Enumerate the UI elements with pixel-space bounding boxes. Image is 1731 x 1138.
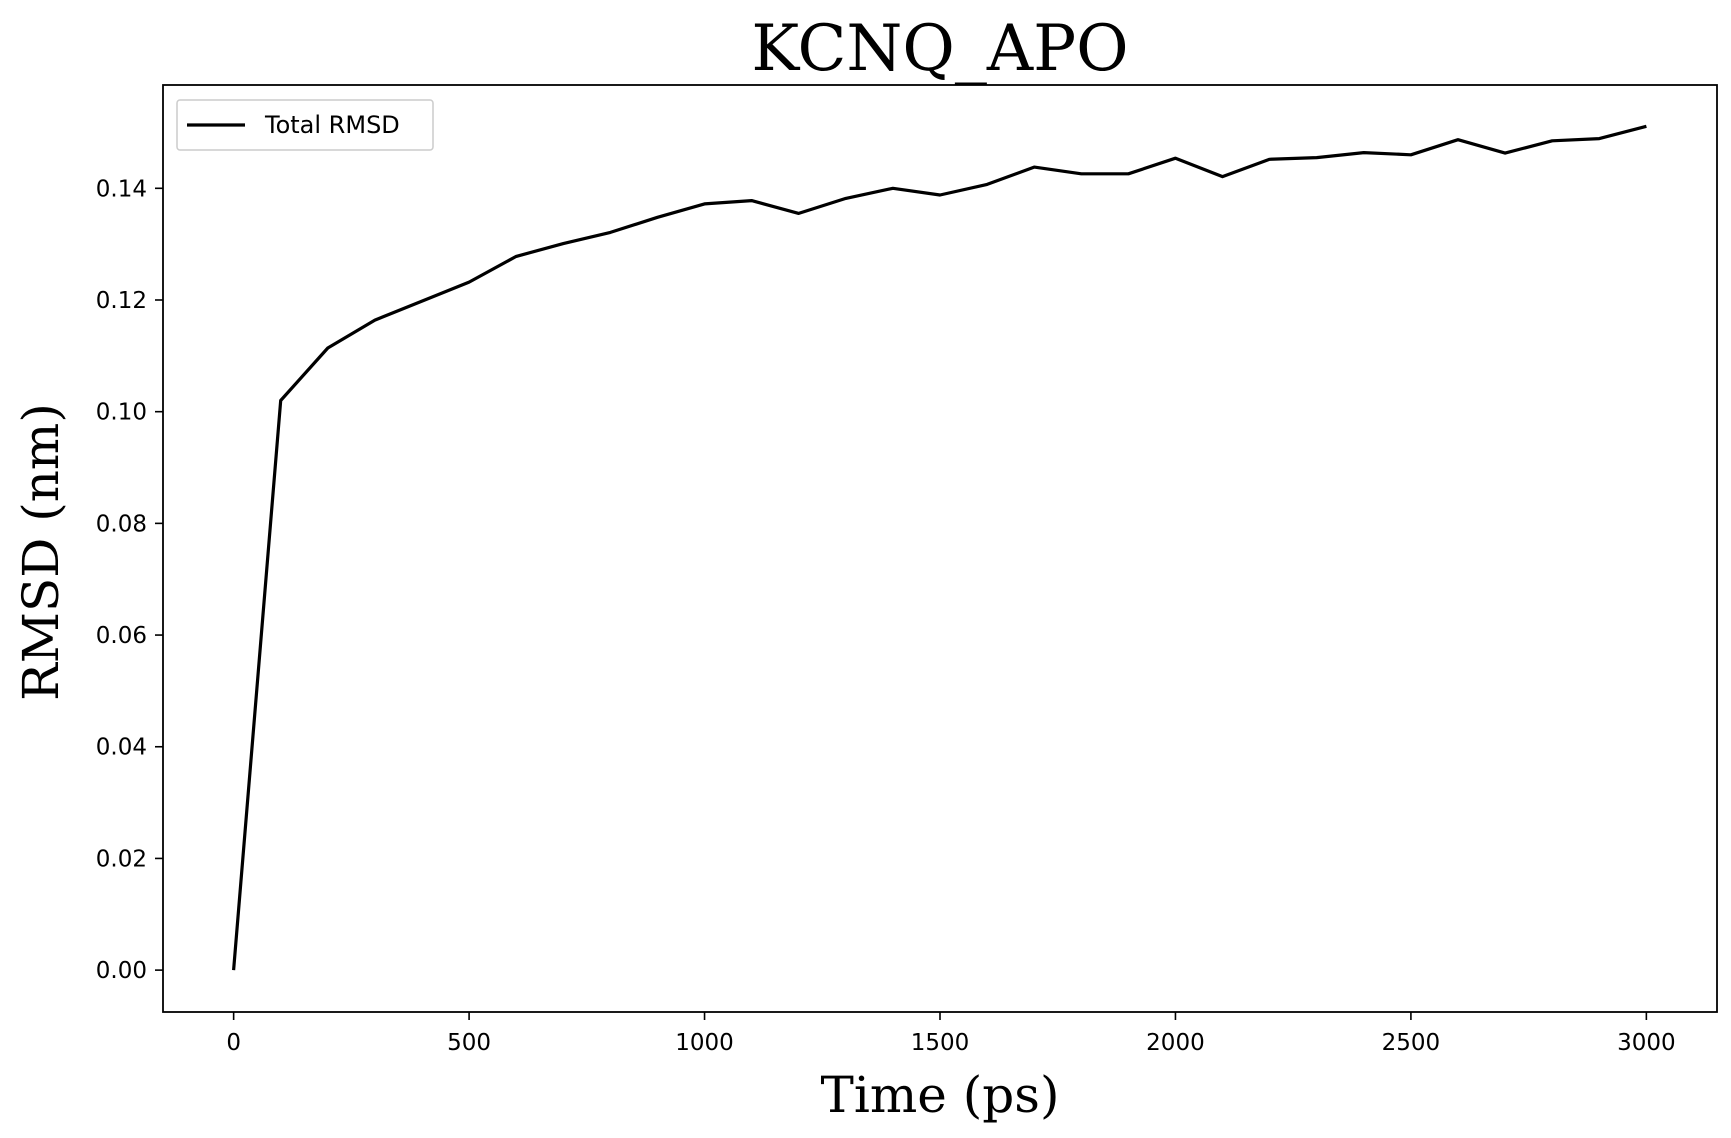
chart-title: KCNQ_APO [751,12,1128,86]
y-tick-label: 0.10 [96,400,147,426]
legend-label: Total RMSD [264,111,400,139]
y-tick-label: 0.00 [96,958,147,984]
x-axis-title: Time (ps) [821,1066,1060,1124]
y-tick-label: 0.06 [96,623,147,649]
x-tick-label: 3000 [1617,1030,1676,1056]
y-tick-label: 0.14 [96,176,147,202]
x-tick-label: 0 [226,1030,241,1056]
y-tick-label: 0.04 [96,735,147,761]
legend-box [176,99,434,151]
y-tick-label: 0.08 [96,511,147,537]
x-tick-label: 1000 [675,1030,734,1056]
y-tick-label: 0.02 [96,846,147,872]
x-tick-label: 2500 [1382,1030,1441,1056]
series-line-0 [232,124,1647,971]
axes-frame [162,84,1718,1013]
legend: Total RMSD [176,99,434,151]
x-tick-label: 1500 [911,1030,970,1056]
plot-area: 0 500 1000 1500 2000 2500 3000 0.00 0.02 0.04 0.06… [96,84,1718,1056]
y-tick-label: 0.12 [96,288,147,314]
x-tick-label: 2000 [1146,1030,1205,1056]
x-tick-label: 500 [447,1030,491,1056]
y-axis-title: RMSD (nm) [12,403,70,701]
